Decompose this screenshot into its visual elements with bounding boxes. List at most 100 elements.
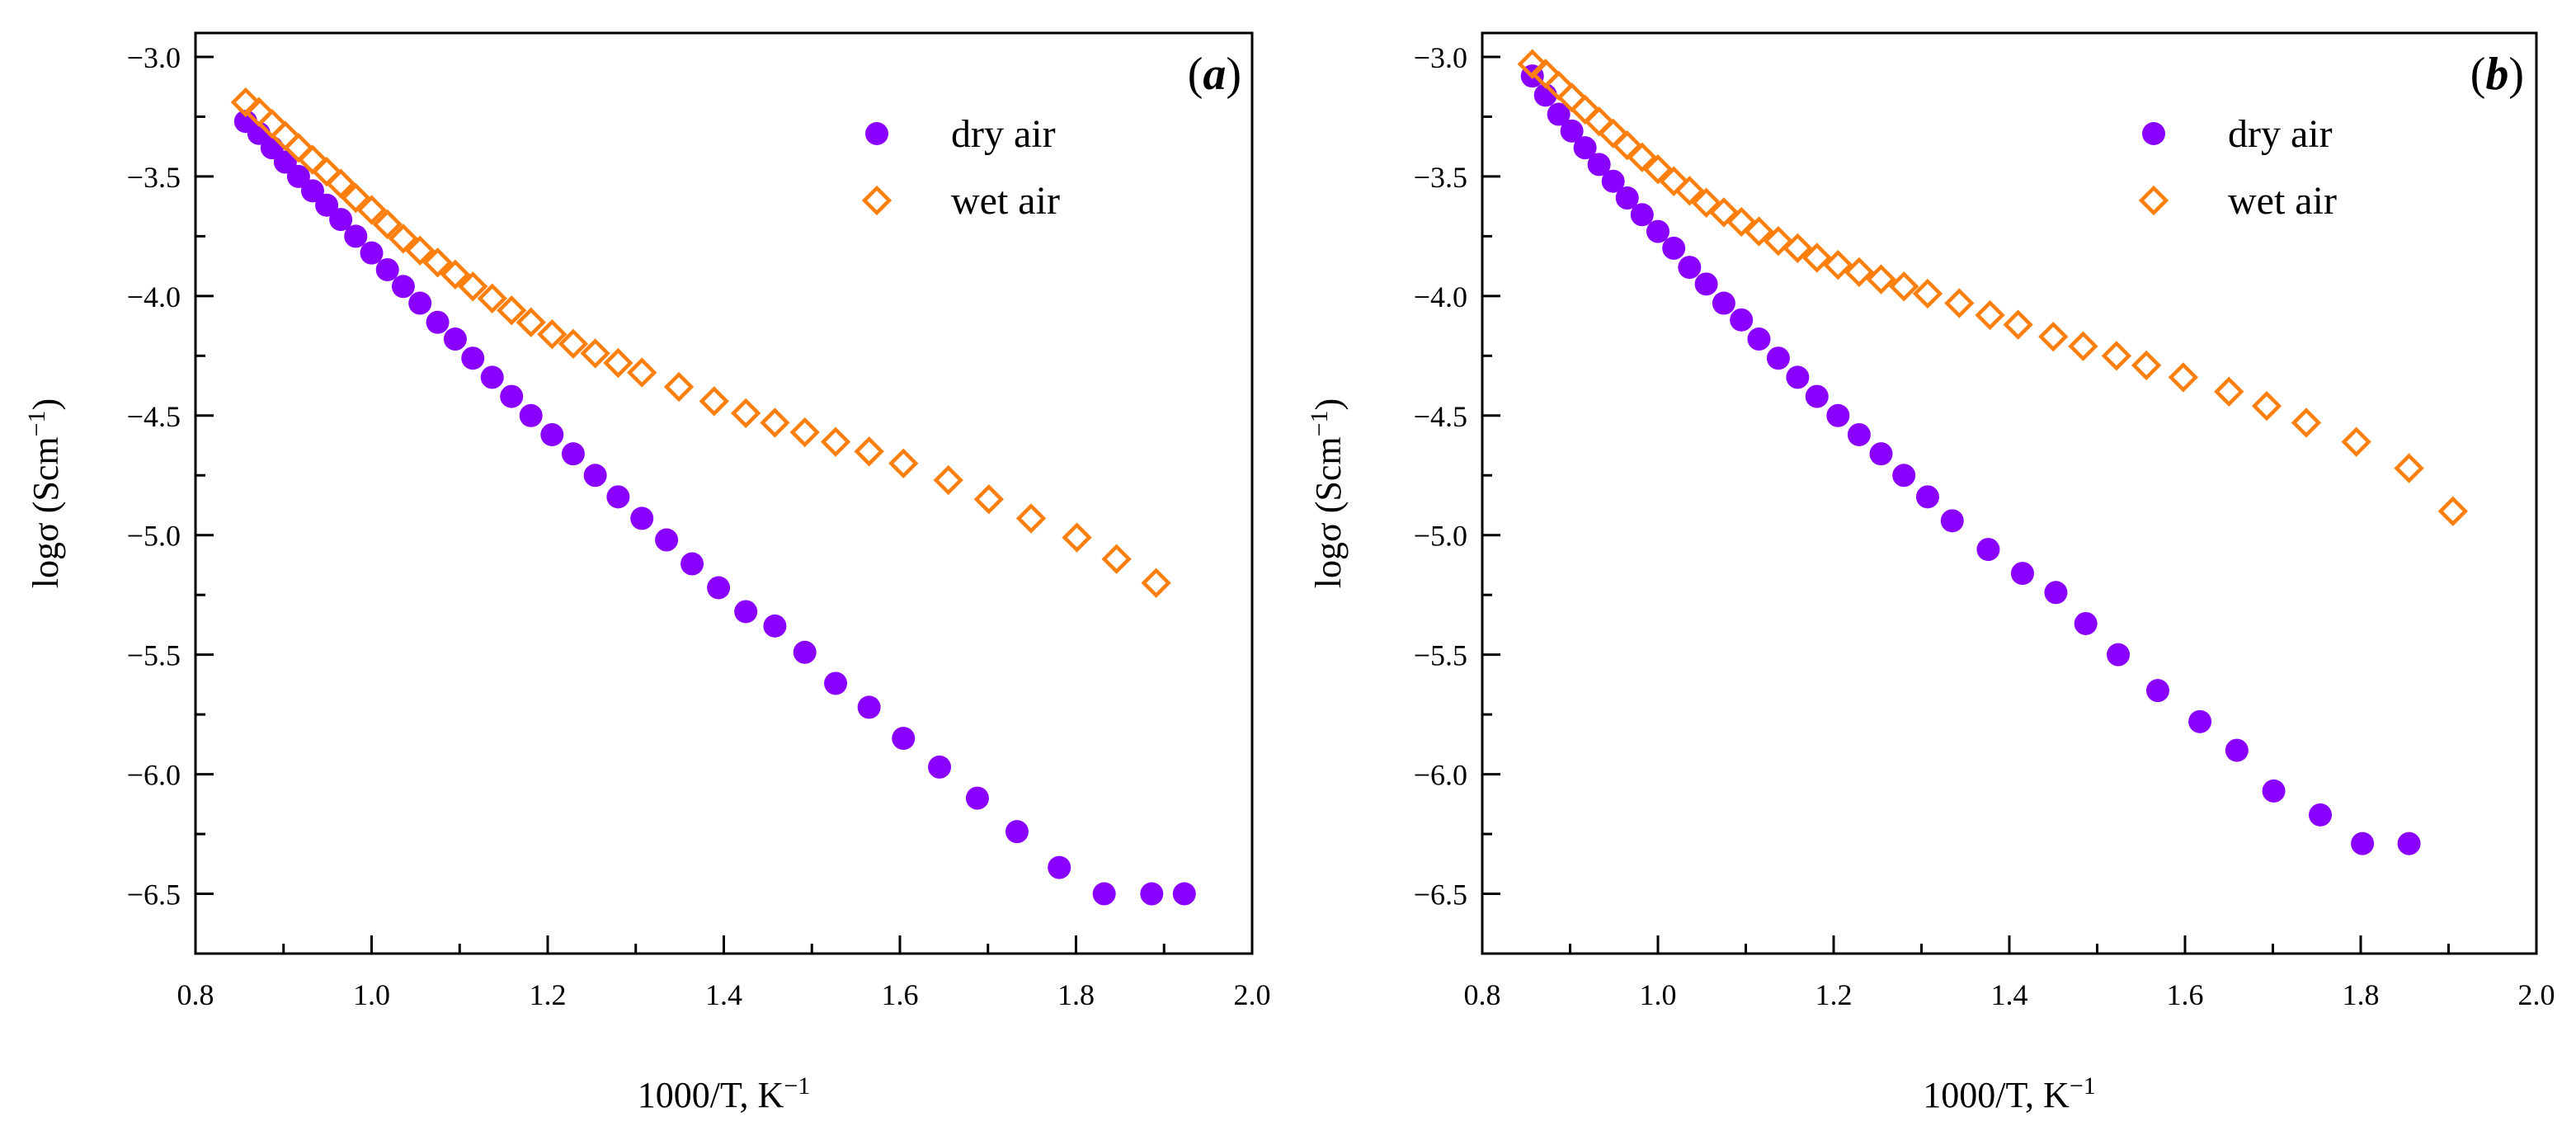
data-point-dry [329,208,353,232]
x-tick-label: 1.0 [1640,978,1677,1011]
data-point-wet [405,235,436,266]
data-point-dry [655,528,679,552]
data-point-dry [2074,611,2098,635]
data-point-wet [341,182,371,214]
data-point-wet [888,448,919,478]
data-point-wet [1691,187,1721,218]
data-point-wet [388,224,419,254]
data-point-dry [1712,291,1735,315]
data-point-dry [824,671,848,695]
x-tick-label: 1.4 [1991,978,2028,1011]
data-point-dry [443,327,467,351]
data-point-wet [2131,350,2162,381]
data-point-dry [1601,169,1625,193]
y-tick-label: −5.5 [127,639,181,672]
data-point-dry [1630,203,1654,227]
legend-marker-wet [861,185,892,216]
data-point-wet [1975,299,2005,331]
legend-label-dry: dry air [951,112,1056,156]
series-dry [233,110,1196,906]
x-tick-label: 1.8 [1057,978,1095,1011]
plot-frame [194,31,1254,955]
plot-frame [1481,31,2538,955]
data-point-dry [1869,442,1893,466]
data-point-wet [760,407,790,438]
x-tick-label: 0.8 [1464,978,1501,1011]
series-dry [1520,64,2421,855]
data-point-dry [763,614,787,638]
data-point-dry [1805,384,1829,408]
data-point-wet [1844,257,1875,288]
data-point-dry [892,727,916,751]
data-point-dry [2044,581,2068,605]
data-point-dry [408,291,432,315]
data-point-dry [1172,882,1196,906]
data-point-wet [2003,309,2033,340]
data-point-dry [1678,256,1702,280]
data-point-dry [1547,102,1571,126]
y-tick-label: −4.5 [1414,400,1467,433]
data-point-wet [1801,243,1832,273]
data-point-wet [477,283,507,313]
x-tick-label: 1.6 [882,978,919,1011]
data-point-wet [2214,376,2244,407]
data-point-wet [2101,341,2132,371]
y-tick-label: −4.5 [127,400,181,433]
x-axis-title: 1000/T, K−1 [1923,1072,2096,1116]
data-point-dry [1976,538,2000,562]
data-point-wet [1642,154,1674,185]
data-point-dry [360,241,384,265]
data-point-dry [1694,272,1718,296]
y-tick-label: −5.5 [1414,639,1467,672]
chart-panel-a: 0.8 1.0 1.2 1.4 1.6 1.8 2.0 −3.0 −3.5 −4.0 −4.5 −5.… [23,31,1271,1115]
data-point-wet [1912,278,1943,309]
data-point-wet [854,436,884,467]
data-point-dry [606,485,630,509]
data-point-wet [1598,118,1628,148]
data-point-dry [1140,882,1164,906]
data-point-dry [500,384,524,408]
y-axis-title: logσ (Scm−1) [1306,398,1349,588]
data-point-wet [2291,407,2322,438]
data-point-wet [1570,94,1600,125]
data-point-dry [2262,779,2286,803]
y-tick-label: −3.0 [127,41,181,74]
data-point-wet [2437,496,2469,526]
x-tick-label: 1.2 [1815,978,1853,1011]
data-point-dry [707,576,731,600]
data-point-dry [286,164,310,188]
data-point-dry [2107,643,2131,667]
data-point-dry [1847,422,1871,446]
legend: dry air wet air [2138,112,2337,223]
data-point-wet [1744,216,1774,247]
data-point-dry [426,310,450,334]
data-point-wet [2394,453,2424,483]
x-tick-label: 1.0 [353,978,390,1011]
data-point-dry [1560,119,1584,143]
data-point-wet [699,386,729,417]
data-point-wet [1708,197,1740,228]
data-point-dry [2309,803,2333,827]
data-point-wet [1101,544,1132,574]
data-point-dry [1766,346,1790,370]
data-point-dry [461,346,485,370]
data-point-wet [1763,226,1794,257]
data-point-wet [1584,106,1614,137]
y-tick-label: −6.0 [1414,759,1467,792]
data-point-wet [458,271,488,302]
legend-label-wet: wet air [2228,179,2337,223]
data-point-wet [558,328,589,360]
data-point-dry [2188,709,2212,733]
data-point-wet [516,307,546,337]
data-point-dry [928,755,952,779]
data-point-dry [857,695,881,719]
data-point-dry [300,179,324,203]
data-point-dry [2010,562,2034,586]
data-point-wet [2068,331,2098,361]
y-tick-label: −4.0 [1414,280,1467,313]
x-tick-label: 1.6 [2167,978,2204,1011]
legend-label-dry: dry air [2228,112,2333,156]
data-point-dry [1915,485,1939,509]
data-point-wet [789,417,820,448]
y-tick-label: −5.0 [1414,520,1467,553]
